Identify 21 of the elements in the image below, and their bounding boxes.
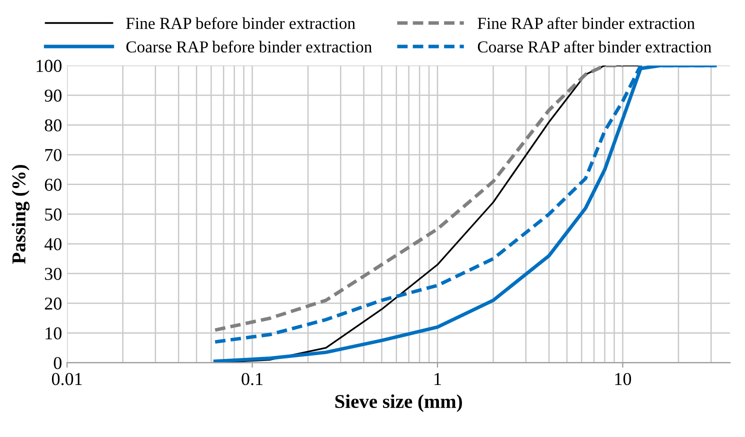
x-axis-title: Sieve size (mm) bbox=[335, 394, 462, 412]
y-tick-label: 60 bbox=[44, 178, 62, 191]
legend-label: Fine RAP after binder extraction bbox=[478, 17, 695, 29]
y-tick-label: 20 bbox=[44, 298, 62, 310]
y-tick-label: 0 bbox=[54, 356, 62, 370]
y-tick-label: 50 bbox=[45, 208, 62, 221]
x-tick-label: 0.1 bbox=[242, 372, 262, 386]
y-tick-label: 100 bbox=[36, 60, 62, 72]
legend-label: Coarse RAP before binder extraction bbox=[126, 40, 372, 53]
legend-label: Coarse RAP after binder extraction bbox=[478, 40, 712, 53]
x-tick-label: 10 bbox=[615, 372, 632, 386]
y-tick-label: 90 bbox=[44, 90, 62, 102]
x-tick-label: 0.01 bbox=[52, 372, 82, 386]
y-tick-label: 80 bbox=[44, 119, 62, 132]
y-tick-label: 30 bbox=[44, 268, 62, 280]
legend-label: Fine RAP before binder extraction bbox=[126, 17, 356, 29]
x-tick-label: 1 bbox=[434, 373, 441, 385]
y-tick-label: 10 bbox=[46, 327, 62, 340]
y-tick-label: 40 bbox=[44, 238, 62, 250]
y-tick-label: 70 bbox=[45, 148, 62, 162]
y-axis-title: Passing (%) bbox=[12, 165, 30, 264]
